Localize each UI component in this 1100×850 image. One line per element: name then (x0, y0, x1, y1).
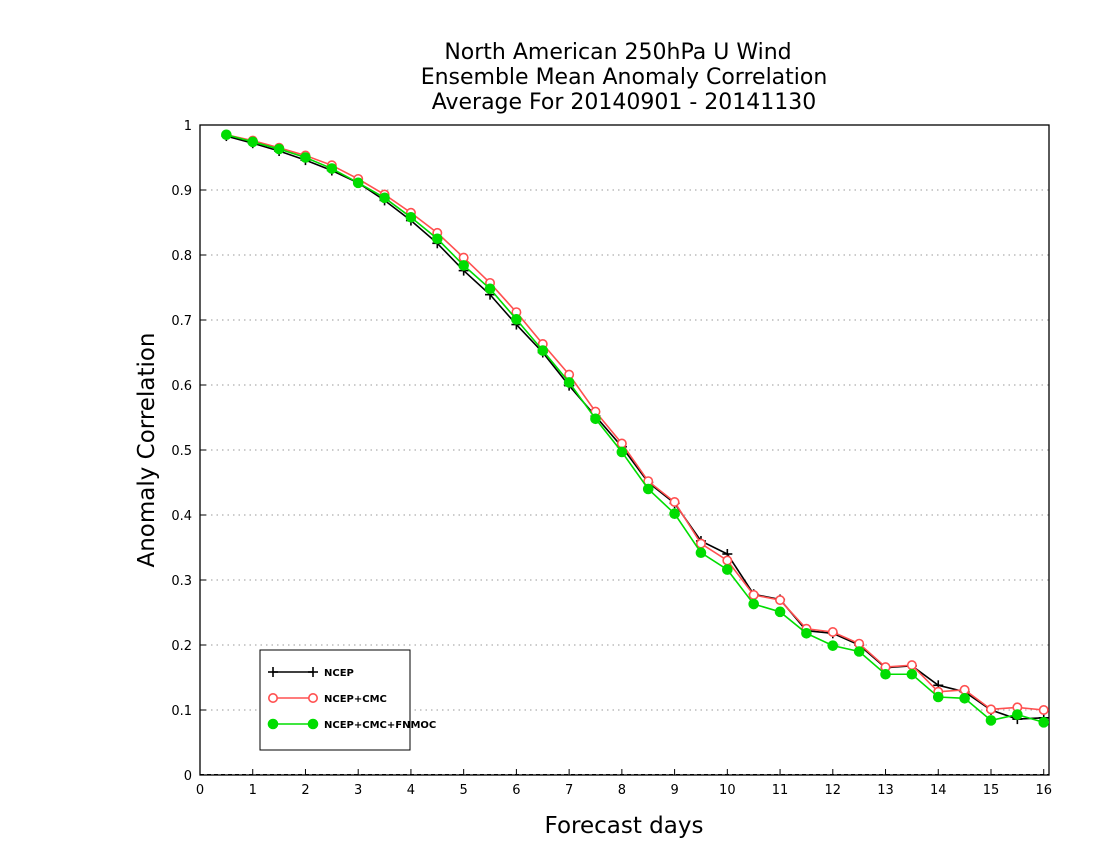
series-ncep-cmc-fnmoc-point-10 (484, 283, 496, 295)
y-tick-label-9: 0.9 (171, 184, 192, 199)
y-axis-title: Anomaly Correlation (134, 332, 160, 567)
series-ncep-cmc-fnmoc-point-6 (379, 192, 390, 204)
series-ncep-cmc-fnmoc-point-0 (221, 129, 232, 141)
series-ncep-cmc-point-31 (1038, 704, 1049, 715)
series-ncep-cmc-fnmoc-point-5 (352, 177, 364, 189)
chart-title-line-1: North American 250hPa U Wind (444, 40, 791, 65)
legend-marker-right-series-ncep (308, 667, 318, 677)
series-ncep-cmc-fnmoc-point-20 (748, 598, 759, 610)
series-ncep-cmc-point-19 (722, 555, 733, 566)
x-axis-title: Forecast days (545, 813, 704, 839)
x-tick-label-9: 9 (670, 783, 678, 798)
y-tick-label-1: 0.1 (171, 704, 192, 719)
x-tick-label-10: 10 (719, 783, 736, 798)
y-tick-label-5: 0.5 (171, 444, 192, 459)
chart-title-line-3: Average For 20140901 - 20141130 (432, 90, 817, 115)
legend-box (259, 649, 411, 751)
x-tick-label-3: 3 (354, 783, 362, 798)
series-ncep-cmc-fnmoc-point-19 (722, 564, 733, 575)
legend-marker-left-series-ncep (268, 667, 278, 677)
x-tick-label-0: 0 (196, 783, 204, 798)
series-ncep-cmc-point-20 (748, 589, 759, 600)
series-ncep-cmc-fnmoc-point-7 (405, 212, 417, 223)
series-ncep-cmc-fnmoc-point-16 (642, 483, 654, 495)
series-ncep-cmc-point-18 (695, 538, 706, 549)
series-ncep-cmc-fnmoc-point-2 (273, 143, 285, 155)
series-ncep-cmc-fnmoc-point-28 (959, 693, 970, 704)
series-ncep-cmc-fnmoc (221, 129, 1050, 728)
x-tick-label-13: 13 (877, 783, 894, 798)
series-ncep-cmc-fnmoc-point-23 (827, 640, 839, 651)
x-tick-label-16: 16 (1035, 783, 1052, 798)
series-ncep-cmc-fnmoc-point-26 (906, 668, 918, 680)
series-ncep-cmc-fnmoc-point-13 (563, 377, 575, 388)
series-ncep-cmc-fnmoc-point-30 (1012, 709, 1023, 720)
y-tick-label-0: 0 (184, 769, 192, 784)
y-tick-label-10: 1 (184, 119, 192, 134)
legend-label-series-ncep-cmc-fnmoc: NCEP+CMC+FNMOC (324, 720, 436, 731)
x-tick-label-5: 5 (460, 783, 468, 798)
series-ncep-cmc-point-23 (827, 626, 838, 637)
series-ncep-cmc-fnmoc-point-11 (511, 314, 522, 325)
legend-entry-series-ncep-cmc-fnmoc: NCEP+CMC+FNMOC (267, 718, 436, 731)
y-tick-label-3: 0.3 (171, 574, 192, 589)
y-tick-label-7: 0.7 (171, 314, 192, 329)
series-ncep-cmc-fnmoc-point-15 (616, 446, 628, 458)
series-ncep-cmc-fnmoc-point-31 (1038, 717, 1050, 728)
chart-title: North American 250hPa U Wind Ensemble Me… (421, 40, 828, 115)
x-tick-label-15: 15 (983, 783, 1000, 798)
x-tick-label-1: 1 (249, 783, 257, 798)
legend: NCEP NCEP+CMC NCEP+CMC+FNMOC (259, 649, 436, 751)
series-ncep-cmc-fnmoc-point-3 (300, 152, 311, 163)
legend-marker-left-series-ncep-cmc (267, 692, 278, 703)
series-ncep-cmc-fnmoc-point-17 (669, 508, 680, 520)
series-ncep-cmc-fnmoc-point-8 (431, 233, 443, 245)
x-tick-label-14: 14 (930, 783, 947, 798)
y-axis-ticks: 0 0.1 0.2 0.3 0.4 0.5 0.6 0.7 0.8 0.9 1 (171, 119, 206, 784)
x-tick-label-7: 7 (565, 783, 573, 798)
y-tick-label-2: 0.2 (171, 639, 192, 654)
x-tick-label-4: 4 (407, 783, 415, 798)
series-ncep-cmc-fnmoc-point-29 (985, 715, 997, 726)
legend-marker-right-series-ncep-cmc (307, 692, 318, 703)
x-axis-ticks: 0 1 2 3 4 5 6 7 8 9 10 11 12 13 14 15 16 (196, 769, 1052, 798)
series-ncep-cmc-point-29 (985, 704, 996, 715)
y-tick-label-6: 0.6 (171, 379, 192, 394)
series-ncep-cmc-fnmoc-point-14 (590, 413, 601, 425)
x-tick-label-11: 11 (772, 783, 789, 798)
series-ncep-cmc-point-17 (669, 496, 680, 507)
series-ncep-cmc-fnmoc-point-4 (326, 163, 338, 174)
series-ncep-cmc-fnmoc-point-27 (932, 691, 944, 703)
series-ncep-cmc-point-28 (959, 684, 970, 695)
series-ncep-cmc-fnmoc-point-22 (801, 628, 812, 639)
legend-marker-right-series-ncep-cmc-fnmoc (307, 718, 319, 730)
series-ncep-cmc-fnmoc-point-18 (695, 547, 707, 559)
legend-label-series-ncep: NCEP (324, 668, 354, 679)
series-ncep-cmc-fnmoc-point-1 (247, 136, 259, 148)
series-layer (221, 129, 1050, 728)
series-ncep-cmc-point-15 (616, 438, 627, 449)
x-tick-label-6: 6 (512, 783, 520, 798)
legend-entry-series-ncep: NCEP (268, 667, 354, 679)
series-ncep-cmc-fnmoc-point-24 (853, 646, 865, 657)
series-ncep-cmc-fnmoc-point-12 (537, 345, 549, 356)
x-tick-label-8: 8 (618, 783, 626, 798)
series-ncep-cmc-fnmoc-point-21 (774, 606, 786, 618)
x-tick-label-12: 12 (825, 783, 842, 798)
x-tick-label-2: 2 (301, 783, 309, 798)
series-ncep-cmc-fnmoc-point-9 (458, 260, 469, 271)
legend-marker-left-series-ncep-cmc-fnmoc (267, 718, 279, 730)
series-ncep-cmc-point-26 (906, 660, 917, 671)
series-ncep-cmc-point-21 (775, 595, 786, 606)
legend-label-series-ncep-cmc: NCEP+CMC (324, 694, 387, 705)
chart-title-line-2: Ensemble Mean Anomaly Correlation (421, 65, 828, 90)
y-tick-label-4: 0.4 (171, 509, 192, 524)
y-tick-label-8: 0.8 (171, 249, 192, 264)
legend-entry-series-ncep-cmc: NCEP+CMC (267, 692, 387, 705)
series-ncep-cmc-fnmoc-point-25 (880, 668, 891, 680)
